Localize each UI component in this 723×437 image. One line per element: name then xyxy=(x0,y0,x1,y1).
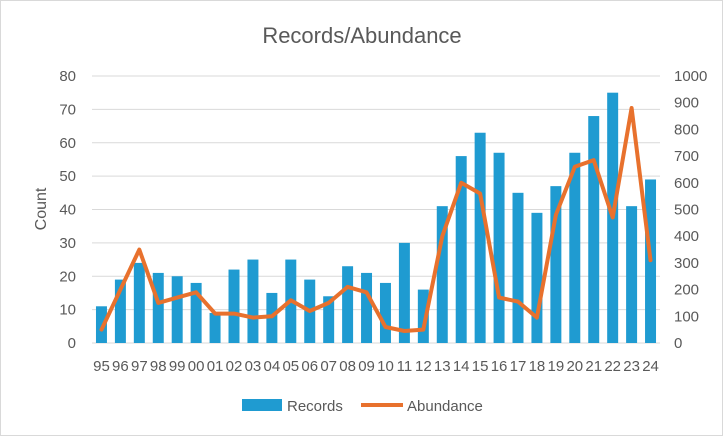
records-bar xyxy=(323,296,335,343)
y-left-tick-label: 80 xyxy=(59,68,76,85)
x-tick-label: 03 xyxy=(245,358,262,375)
y-right-tick-label: 100 xyxy=(674,308,699,325)
y-left-tick-label: 50 xyxy=(59,168,76,185)
x-tick-label: 10 xyxy=(377,358,394,375)
y-left-tick-label: 20 xyxy=(59,268,76,285)
y-left-tick-label: 60 xyxy=(59,135,76,152)
x-tick-label: 16 xyxy=(491,358,508,375)
x-tick-label: 07 xyxy=(320,358,337,375)
x-tick-label: 12 xyxy=(415,358,432,375)
records-bar xyxy=(342,266,354,343)
x-tick-label: 06 xyxy=(301,358,318,375)
records-bar xyxy=(361,272,373,343)
chart-title: Records/Abundance xyxy=(262,23,461,48)
records-bars xyxy=(95,92,657,343)
legend-abundance-label: Abundance xyxy=(407,398,483,415)
legend: Records Abundance xyxy=(242,398,483,415)
records-bar xyxy=(190,282,202,343)
y-left-tick-label: 0 xyxy=(68,335,76,352)
records-bar xyxy=(550,186,562,343)
x-tick-label: 17 xyxy=(510,358,527,375)
x-tick-label: 02 xyxy=(226,358,243,375)
x-tick-label: 24 xyxy=(642,358,659,375)
x-tick-label: 97 xyxy=(131,358,148,375)
y-right-tick-label: 400 xyxy=(674,228,699,245)
abundance-line-group xyxy=(99,106,653,333)
y-left-tick-label: 10 xyxy=(59,302,76,319)
x-tick-label: 96 xyxy=(112,358,129,375)
x-tick-label: 98 xyxy=(150,358,167,375)
records-bar xyxy=(436,206,448,343)
records-bar xyxy=(228,269,240,343)
y-right-tick-label: 0 xyxy=(674,335,682,352)
y-right-tick-label: 900 xyxy=(674,95,699,112)
records-bar xyxy=(512,192,524,343)
y-right-tick-label: 300 xyxy=(674,255,699,272)
y-right-tick-label: 200 xyxy=(674,282,699,299)
x-tick-label: 09 xyxy=(358,358,375,375)
x-tick-label: 19 xyxy=(548,358,565,375)
x-tick-label: 21 xyxy=(585,358,602,375)
records-bar xyxy=(588,116,600,343)
x-axis-ticks: 95 96 97 98 99 00 01 02 03 04 05 06 07 08 09 10 11 12 13 14… xyxy=(93,358,659,375)
y-right-tick-label: 1000 xyxy=(674,68,707,85)
x-tick-label: 18 xyxy=(529,358,546,375)
x-tick-label: 01 xyxy=(207,358,224,375)
y-right-tick-label: 800 xyxy=(674,121,699,138)
x-tick-label: 23 xyxy=(623,358,640,375)
records-bar xyxy=(379,282,391,343)
records-bar xyxy=(626,206,638,343)
records-bar xyxy=(474,132,486,343)
y-left-tick-label: 30 xyxy=(59,235,76,252)
right-axis-ticks: 0 100 200 300 400 500 600 700 800 900 1000 xyxy=(674,68,707,352)
abundance-line xyxy=(99,106,653,333)
y-left-tick-label: 40 xyxy=(59,202,76,219)
x-tick-label: 15 xyxy=(472,358,489,375)
records-bar xyxy=(398,242,410,343)
records-bar xyxy=(247,259,259,343)
records-bar xyxy=(152,272,164,343)
gridlines xyxy=(92,75,660,344)
y-right-tick-label: 700 xyxy=(674,148,699,165)
x-tick-label: 13 xyxy=(434,358,451,375)
y-right-tick-label: 500 xyxy=(674,202,699,219)
x-tick-label: 05 xyxy=(282,358,299,375)
y-right-tick-label: 600 xyxy=(674,175,699,192)
x-tick-label: 08 xyxy=(339,358,356,375)
x-tick-label: 22 xyxy=(604,358,621,375)
records-bar xyxy=(209,312,221,343)
x-tick-label: 99 xyxy=(169,358,186,375)
x-tick-label: 14 xyxy=(453,358,470,375)
records-bar xyxy=(493,152,505,343)
y-left-tick-label: 70 xyxy=(59,101,76,118)
records-bar xyxy=(95,306,107,343)
records-bar xyxy=(455,156,467,343)
legend-records-label: Records xyxy=(287,398,343,415)
x-tick-label: 04 xyxy=(264,358,281,375)
x-tick-label: 95 xyxy=(93,358,110,375)
y-axis-label: Count xyxy=(33,187,50,230)
x-tick-label: 20 xyxy=(566,358,583,375)
left-axis-ticks: 0 10 20 30 40 50 60 70 80 xyxy=(59,68,76,352)
records-bar xyxy=(171,276,183,343)
records-bar xyxy=(133,262,145,343)
x-tick-label: 00 xyxy=(188,358,205,375)
records-bar xyxy=(569,152,581,343)
x-tick-label: 11 xyxy=(397,358,413,375)
records-bar xyxy=(417,289,429,343)
records-bar xyxy=(114,279,126,343)
records-bar xyxy=(531,212,543,343)
legend-records-swatch xyxy=(242,399,282,411)
